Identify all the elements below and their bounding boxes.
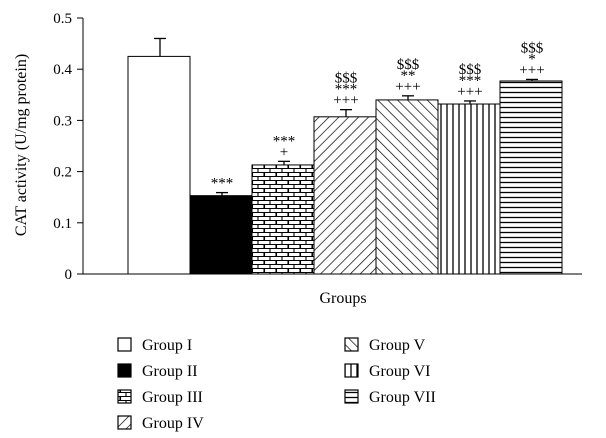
bar-group: [127, 37, 191, 275]
significance-label: +++: [395, 79, 420, 95]
y-tick-label: 0.1: [53, 216, 72, 232]
bar-group: $$$***+++: [313, 71, 377, 275]
legend-label: Group VII: [369, 389, 436, 406]
legend-item: Group IV: [117, 415, 204, 432]
y-tick-label: 0.3: [53, 113, 72, 129]
y-tick-label: 0: [65, 267, 73, 283]
legend-label: Group IV: [142, 415, 204, 432]
legend-item: Group VII: [344, 389, 436, 406]
significance-label: ***: [335, 82, 358, 98]
bars: ******+$$$***+++$$$**+++$$$***+++$$$*+++: [127, 37, 563, 275]
significance-label: *: [528, 51, 536, 67]
bar-group: ***: [189, 176, 253, 275]
x-axis-label: Groups: [319, 290, 366, 307]
legend-label: Group II: [142, 363, 198, 380]
significance-label: ***: [459, 73, 482, 89]
significance-label: +++: [457, 84, 482, 100]
significance-label: $$$: [521, 40, 544, 56]
legend-label: Group VI: [369, 363, 430, 380]
significance-label: +: [280, 144, 288, 160]
significance-label: +++: [333, 93, 358, 109]
legend-label: Group I: [142, 337, 192, 354]
bar: [499, 80, 563, 275]
legend: Group I Group II Group III Group IV Group V G…: [117, 337, 436, 432]
significance-label: ***: [273, 133, 296, 149]
y-tick-label: 0.4: [53, 62, 72, 78]
bar-group: $$$*+++: [499, 40, 563, 275]
bar: [375, 99, 439, 275]
bar-group: ***+: [251, 133, 315, 275]
legend-swatch: [117, 389, 132, 404]
significance-label: $$$: [397, 57, 420, 73]
legend-item: Group VI: [344, 363, 430, 380]
significance-label: $$$: [459, 62, 482, 78]
significance-label: **: [401, 68, 416, 84]
bar: [127, 55, 191, 275]
bar: [251, 164, 315, 275]
significance-label: +++: [519, 62, 544, 78]
bar: [189, 195, 253, 275]
legend-item: Group I: [117, 337, 192, 354]
legend-swatch: [117, 337, 132, 352]
legend-label: Group V: [369, 337, 426, 354]
significance-label: $$$: [335, 71, 358, 87]
y-axis-label: CAT activity (U/mg protein): [13, 54, 30, 236]
legend-swatch: [117, 415, 132, 430]
legend-label: Group III: [142, 389, 203, 406]
legend-item: Group II: [117, 363, 198, 380]
y-tick-label: 0.2: [53, 165, 72, 181]
legend-swatch: [344, 389, 359, 404]
y-tick-label: 0.5: [53, 11, 72, 27]
significance-label: ***: [211, 176, 234, 192]
legend-swatch: [117, 363, 132, 378]
legend-item: Group III: [117, 389, 203, 406]
bar: [313, 116, 377, 275]
legend-item: Group V: [344, 337, 426, 354]
bar: [437, 103, 501, 275]
legend-swatch: [344, 337, 359, 352]
legend-swatch: [344, 363, 359, 378]
bar-group: $$$**+++: [375, 57, 439, 275]
bar-group: $$$***+++: [437, 62, 501, 275]
y-ticks: 0 0.1 0.2 0.3 0.4 0.5: [53, 11, 83, 283]
